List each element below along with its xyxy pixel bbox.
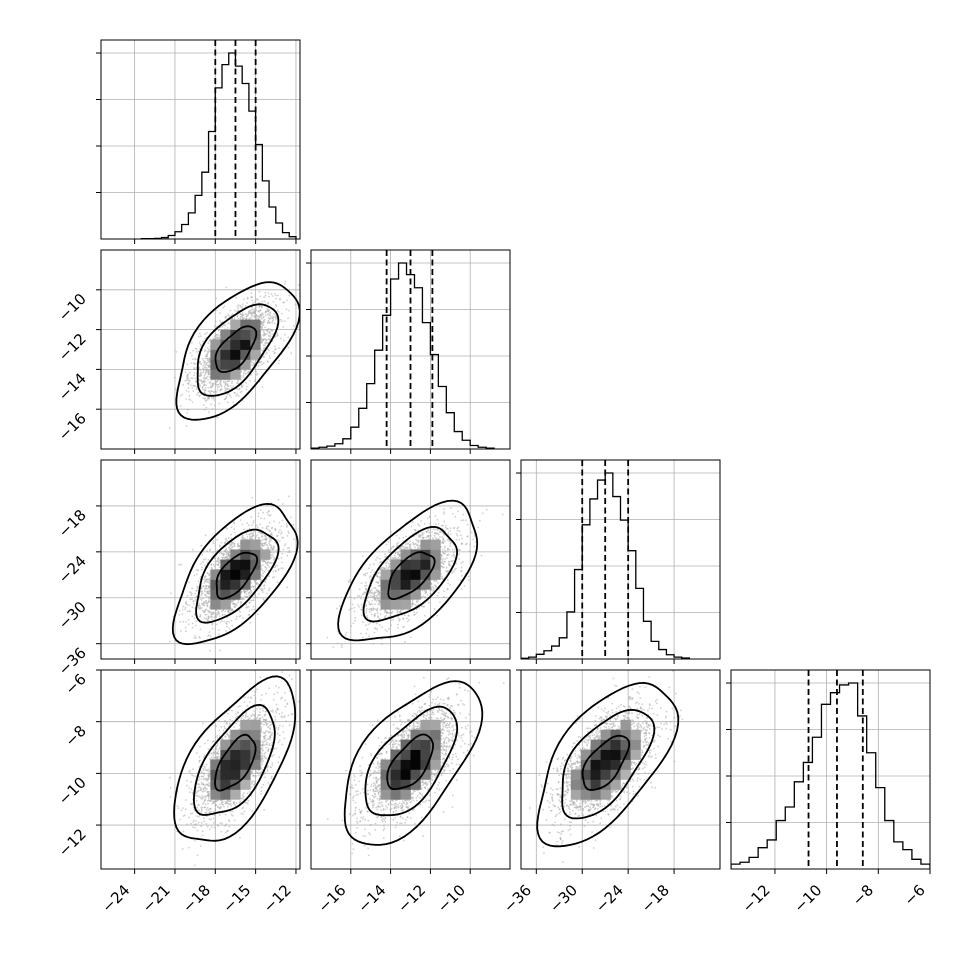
pair-panel-1-2 xyxy=(310,459,511,660)
histogram-0 xyxy=(140,52,297,239)
contour-1-2-2 xyxy=(337,499,479,642)
marginal-panel-3 xyxy=(726,669,931,870)
y-tick-label: −12 xyxy=(55,330,90,365)
x-tick-label: −16 xyxy=(315,881,350,916)
contour-1-3-2 xyxy=(343,680,484,846)
marginal-panel-0 xyxy=(96,39,301,240)
contour-1-3-1 xyxy=(364,705,459,817)
marginal-panel-2 xyxy=(516,459,721,660)
axes-frame xyxy=(100,459,301,660)
pair-panel-1-3 xyxy=(310,669,511,870)
contour-0-1-1 xyxy=(196,303,280,397)
x-tick-label: −6 xyxy=(900,881,928,909)
contour-0-2-1 xyxy=(195,528,280,624)
contour-2-3-0 xyxy=(581,734,631,791)
x-tick-label: −36 xyxy=(500,881,535,916)
x-tick-label: −10 xyxy=(790,881,825,916)
axes-frame xyxy=(310,669,511,870)
x-tick-label: −15 xyxy=(219,881,254,916)
y-tick-label: −24 xyxy=(55,552,90,587)
contour-0-3-2 xyxy=(173,675,297,842)
contour-0-3-0 xyxy=(214,733,257,792)
x-tick-label: −24 xyxy=(592,881,627,916)
axes-frame xyxy=(100,669,301,870)
x-tick-label: −24 xyxy=(98,881,133,916)
pair-panel-0-3 xyxy=(100,669,301,870)
x-tick-label: −12 xyxy=(739,881,774,916)
density-bins xyxy=(380,539,441,610)
y-tick-label: −10 xyxy=(55,290,90,325)
y-tick-label: −8 xyxy=(61,722,89,750)
contour-0-3-1 xyxy=(192,703,276,816)
histogram-1 xyxy=(311,262,495,449)
contour-0-2-2 xyxy=(171,502,299,646)
x-tick-label: −10 xyxy=(434,881,469,916)
x-tick-label: −12 xyxy=(394,881,429,916)
x-tick-label: −18 xyxy=(638,881,673,916)
axes-frame xyxy=(520,669,721,870)
y-tick-label: −10 xyxy=(55,773,90,808)
x-tick-label: −14 xyxy=(354,881,389,916)
marginal-panel-1 xyxy=(306,249,511,450)
x-tick-label: −8 xyxy=(849,881,877,909)
axes-frame xyxy=(310,249,511,450)
contour-0-1-2 xyxy=(175,281,300,421)
pair-panel-0-2 xyxy=(100,459,301,660)
axes-frame xyxy=(310,459,511,660)
histogram-3 xyxy=(731,682,930,869)
y-tick-label: −16 xyxy=(55,409,90,444)
contour-1-3-0 xyxy=(386,733,435,791)
pair-panel-2-3 xyxy=(520,669,721,870)
contour-0-2-0 xyxy=(215,551,259,600)
histogram-2 xyxy=(521,472,691,659)
y-tick-label: −14 xyxy=(55,370,90,405)
y-tick-label: −12 xyxy=(55,825,90,860)
density-bins xyxy=(570,719,641,800)
axes-frame xyxy=(100,39,301,240)
pair-panel-0-1 xyxy=(100,249,301,450)
axes-frame xyxy=(100,249,301,450)
x-tick-label: −18 xyxy=(179,881,214,916)
contour-1-2-1 xyxy=(362,525,459,623)
contour-1-2-0 xyxy=(387,551,436,601)
contour-2-3-2 xyxy=(536,681,680,848)
contour-2-3-1 xyxy=(561,708,656,820)
y-tick-label: −18 xyxy=(55,506,90,541)
x-tick-label: −30 xyxy=(546,881,581,916)
y-tick-label: −30 xyxy=(55,598,90,633)
x-tick-label: −21 xyxy=(139,881,174,916)
contour-0-1-0 xyxy=(214,325,258,373)
axes-frame xyxy=(520,459,721,660)
x-tick-label: −12 xyxy=(260,881,295,916)
axes-frame xyxy=(730,669,931,870)
